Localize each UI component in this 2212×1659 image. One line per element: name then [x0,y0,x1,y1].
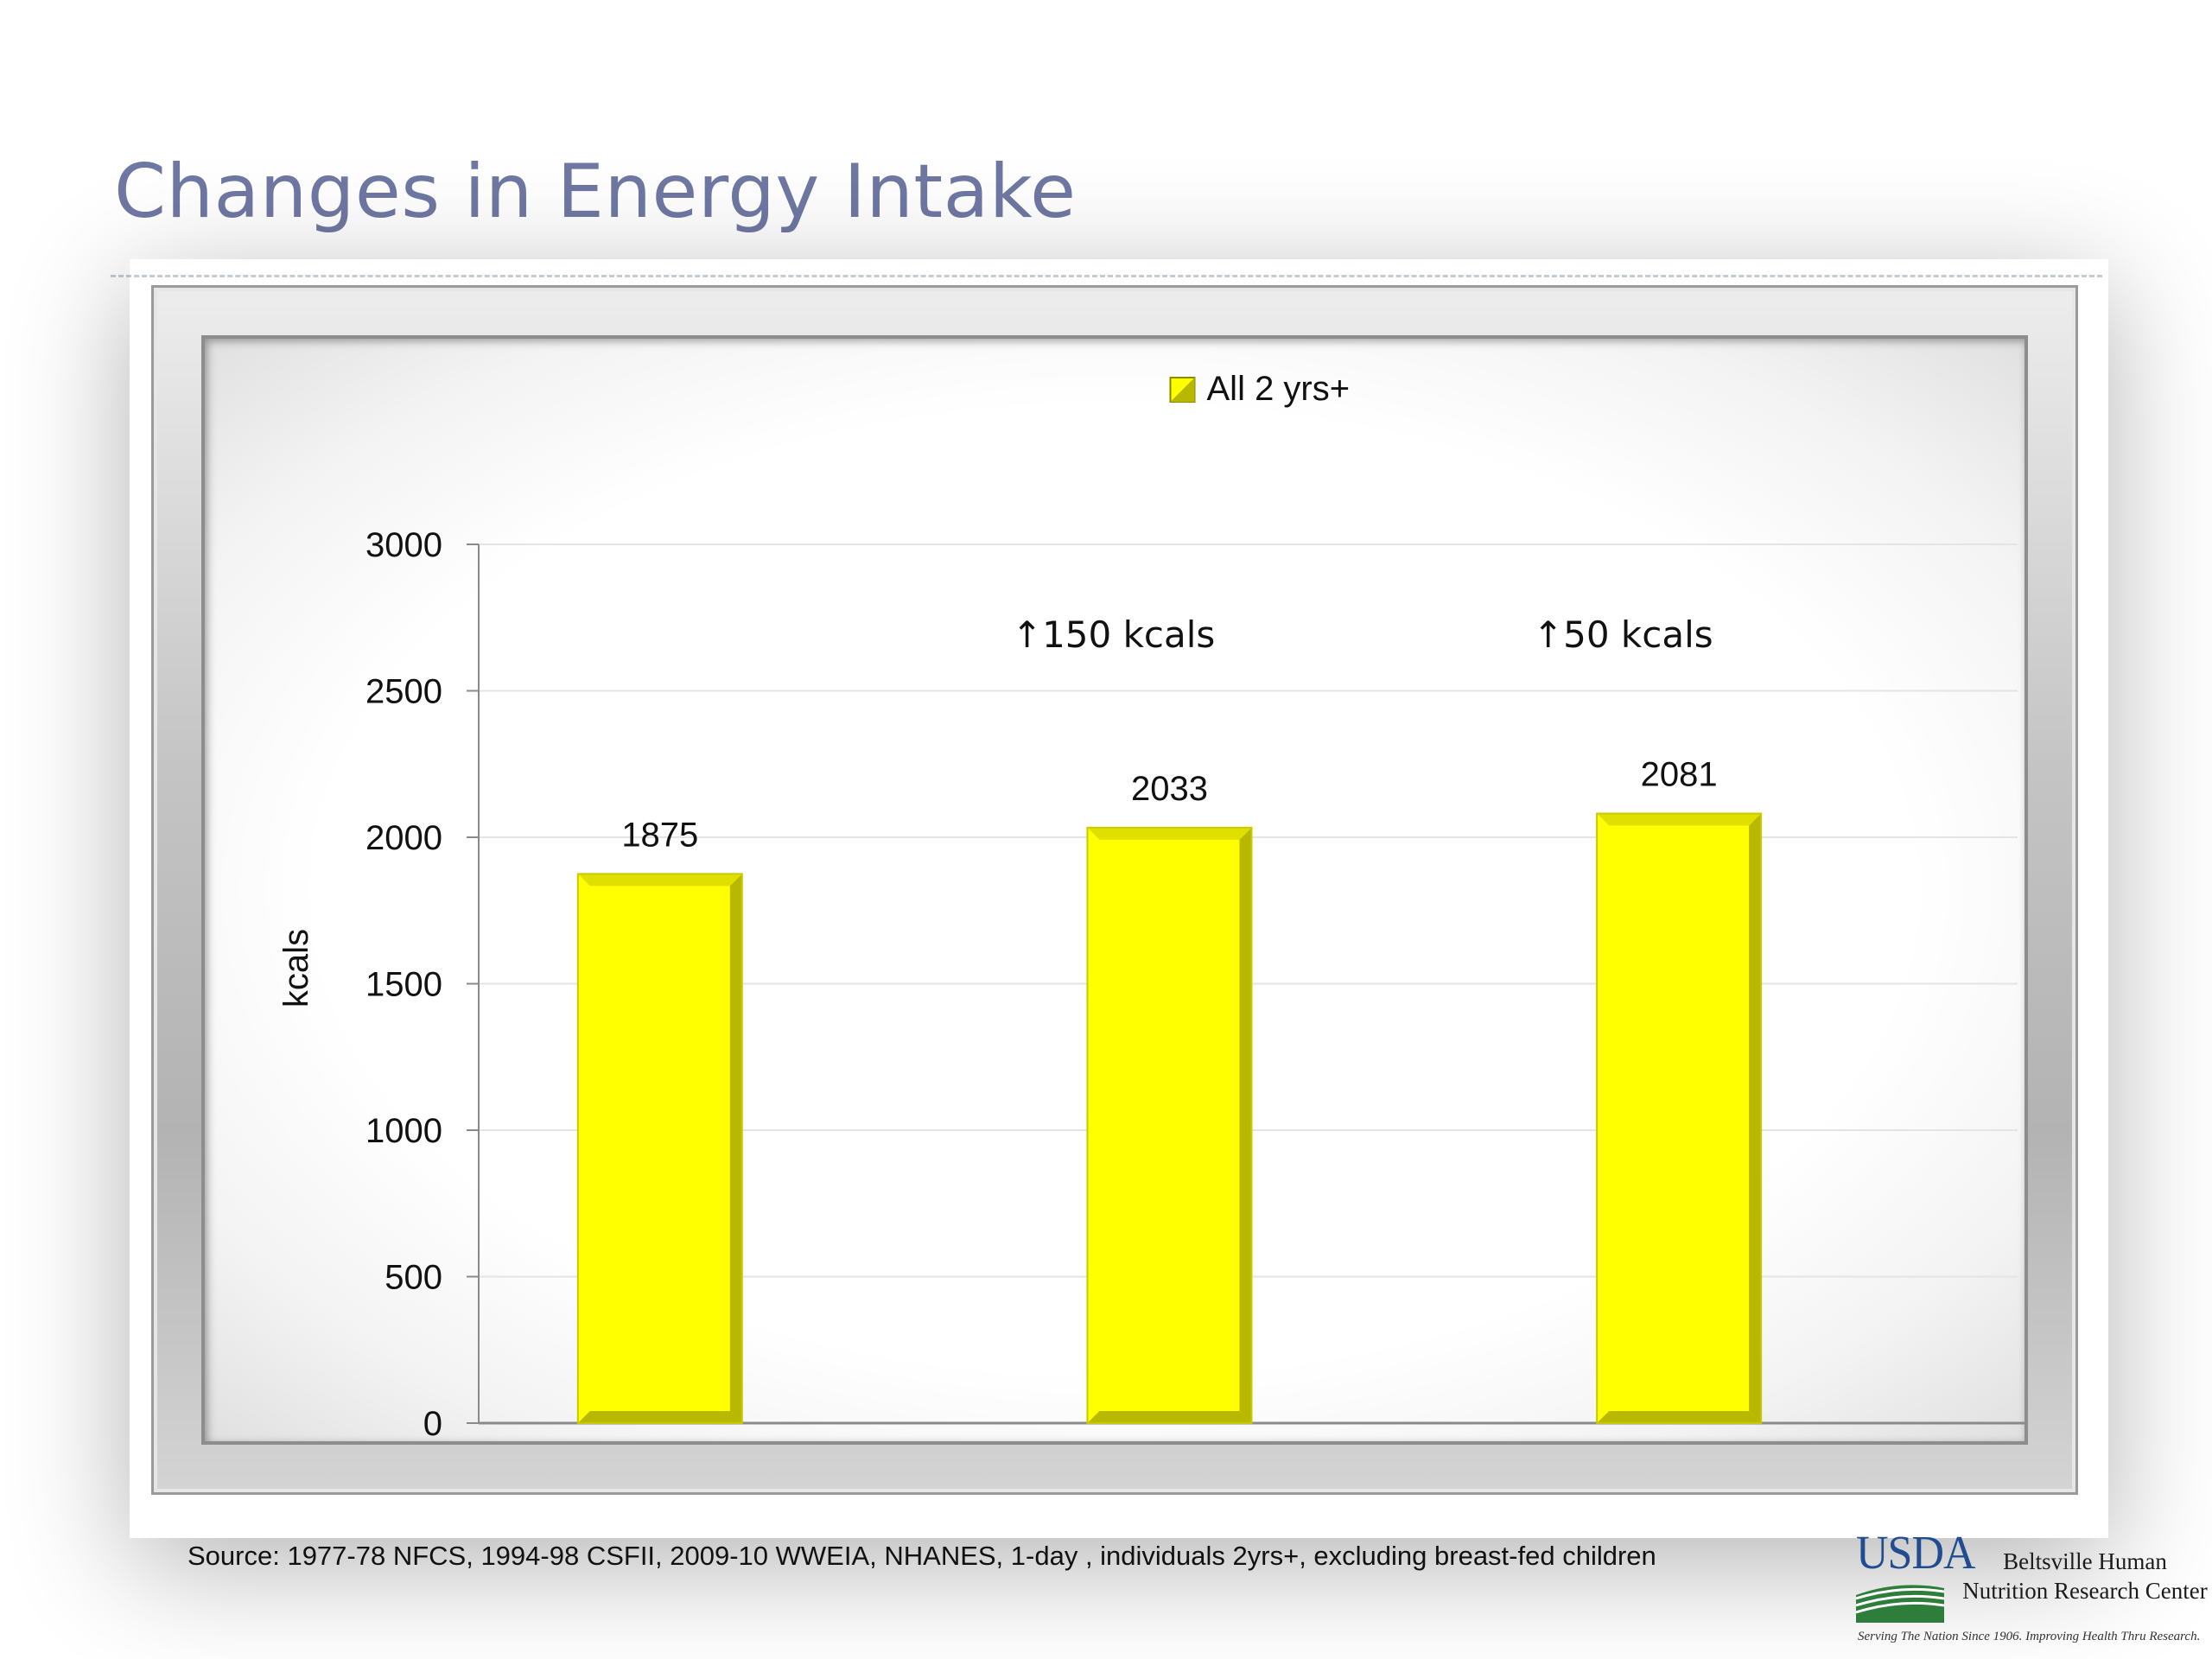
bar [1087,827,1252,1423]
bar-data-label: 1875 [621,816,698,854]
bar-bottom-bevel [1087,1411,1252,1423]
usda-logo: USDA Beltsville Human Nutrition Research… [1856,1528,2212,1657]
bar-outline [1086,826,1253,1424]
source-note: Source: 1977-78 NFCS, 1994-98 CSFII, 200… [188,1541,1656,1571]
bar [577,874,742,1423]
bar-side-bevel [729,874,742,1423]
usda-wordmark: USDA [1856,1527,1976,1580]
bar-top-bevel [577,874,742,887]
y-tick-label: 2000 [365,819,442,857]
usda-tagline: Serving The Nation Since 1906. Improving… [1858,1630,2201,1643]
y-axis-title: kcals [277,929,315,1007]
change-annotation: ↑50 kcals [1533,613,1713,656]
y-tick-label: 0 [423,1405,442,1441]
title-divider [111,275,2102,277]
bar [1597,813,1762,1423]
y-tick-label: 500 [385,1259,442,1297]
legend-label: All 2 yrs+ [1207,370,1351,408]
usda-hills-icon [1856,1585,1944,1623]
bar-data-label: 2033 [1131,770,1208,808]
bar-side-bevel [1749,813,1762,1423]
y-tick-label: 2500 [365,673,442,711]
bar-bottom-bevel [1597,1411,1762,1423]
y-tick-label: 1000 [365,1112,442,1150]
bar-data-label: 2081 [1641,756,1718,794]
legend-swatch-bevel [1170,378,1195,402]
y-tick-label: 1500 [365,966,442,1004]
bar-top-bevel [1087,827,1252,840]
bar-side-bevel [1239,827,1252,1423]
bar-bottom-bevel [577,1411,742,1423]
y-tick-label: 3000 [365,526,442,564]
change-annotation: ↑150 kcals [1012,613,1215,656]
bar-top-bevel [1597,813,1762,826]
usda-center-name: Beltsville Human Nutrition Research Cent… [1962,1548,2208,1604]
slide-title: Changes in Energy Intake [114,149,1077,235]
bar-outline [576,873,743,1424]
bar-outline [1596,812,1763,1424]
